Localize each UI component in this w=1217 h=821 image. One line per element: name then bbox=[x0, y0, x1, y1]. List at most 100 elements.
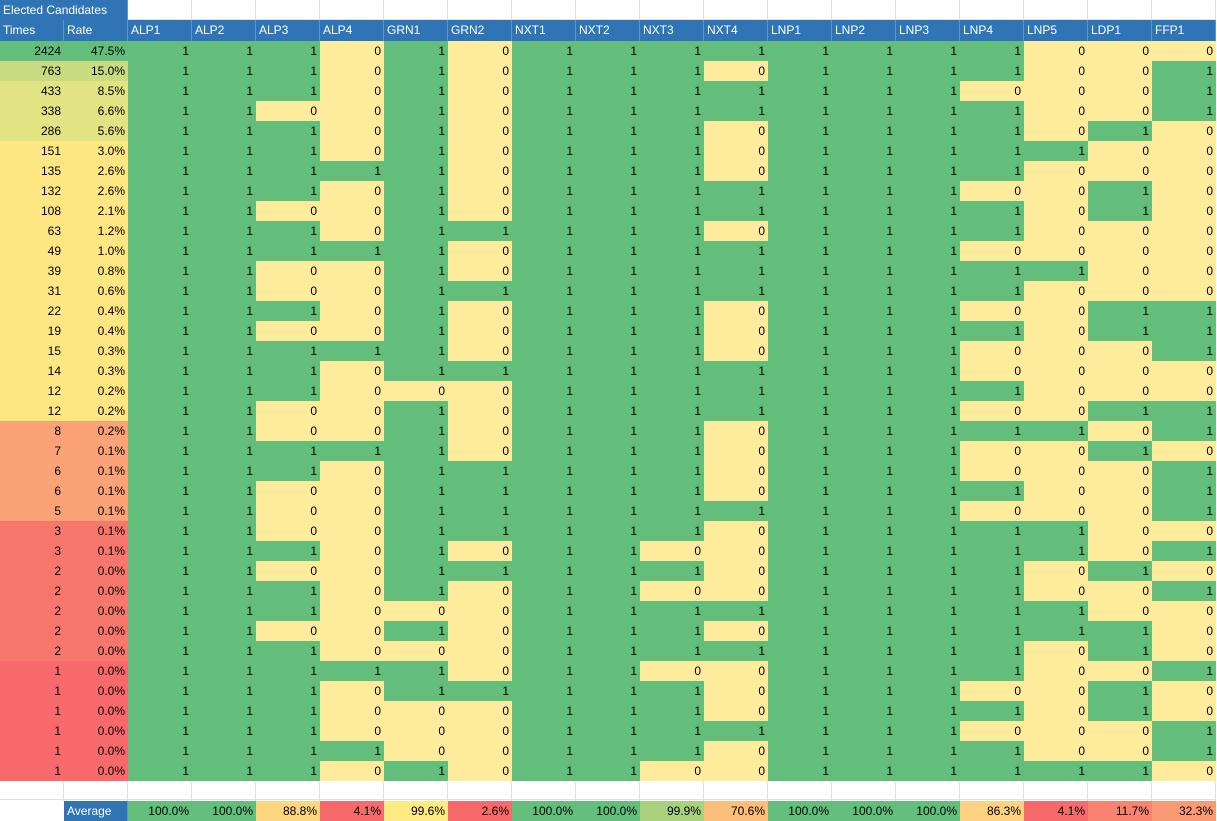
elected-cell: 1 bbox=[384, 181, 448, 201]
elected-cell: 1 bbox=[768, 641, 832, 661]
elected-cell: 1 bbox=[832, 301, 896, 321]
elected-cell: 0 bbox=[256, 101, 320, 121]
elected-cell: 0 bbox=[1152, 261, 1216, 281]
elected-cell: 1 bbox=[128, 161, 192, 181]
elected-cell: 1 bbox=[896, 321, 960, 341]
elected-cell: 0 bbox=[704, 321, 768, 341]
times-cell: 49 bbox=[0, 241, 64, 261]
elected-cell: 1 bbox=[384, 101, 448, 121]
elected-cell: 0 bbox=[1088, 341, 1152, 361]
elected-cell: 0 bbox=[1152, 121, 1216, 141]
elected-cell: 1 bbox=[192, 501, 256, 521]
elected-cell: 1 bbox=[576, 521, 640, 541]
elected-cell: 1 bbox=[768, 201, 832, 221]
elected-cell: 1 bbox=[832, 181, 896, 201]
elected-cell: 1 bbox=[256, 121, 320, 141]
elected-cell: 1 bbox=[256, 181, 320, 201]
elected-cell: 0 bbox=[320, 221, 384, 241]
elected-cell: 0 bbox=[448, 81, 512, 101]
elected-cell: 1 bbox=[768, 541, 832, 561]
elected-cell: 1 bbox=[896, 261, 960, 281]
elected-cell: 0 bbox=[256, 321, 320, 341]
elected-cell: 1 bbox=[128, 361, 192, 381]
elected-cell: 1 bbox=[512, 601, 576, 621]
elected-cell: 1 bbox=[960, 61, 1024, 81]
elected-cell: 1 bbox=[576, 681, 640, 701]
elected-cell: 1 bbox=[448, 361, 512, 381]
elected-cell: 0 bbox=[1152, 521, 1216, 541]
elected-cell: 1 bbox=[128, 181, 192, 201]
elected-cell: 1 bbox=[960, 521, 1024, 541]
elected-cell: 1 bbox=[896, 561, 960, 581]
elected-cell: 1 bbox=[832, 601, 896, 621]
elected-cell: 1 bbox=[768, 681, 832, 701]
elected-cell: 0 bbox=[704, 561, 768, 581]
times-cell: 39 bbox=[0, 261, 64, 281]
elected-cell: 1 bbox=[128, 201, 192, 221]
elected-cell: 1 bbox=[640, 301, 704, 321]
elected-cell: 0 bbox=[1024, 301, 1088, 321]
elected-cell: 1 bbox=[192, 761, 256, 781]
elected-cell: 1 bbox=[128, 521, 192, 541]
grid-cell bbox=[448, 0, 512, 20]
elected-cell: 1 bbox=[384, 321, 448, 341]
elected-cell: 1 bbox=[768, 581, 832, 601]
elected-cell: 1 bbox=[640, 681, 704, 701]
rate-cell: 15.0% bbox=[64, 61, 128, 81]
elected-cell: 1 bbox=[768, 481, 832, 501]
column-header: NXT3 bbox=[640, 20, 704, 41]
elected-cell: 1 bbox=[576, 101, 640, 121]
times-cell: 14 bbox=[0, 361, 64, 381]
elected-cell: 0 bbox=[448, 181, 512, 201]
elected-cell: 1 bbox=[512, 441, 576, 461]
elected-cell: 1 bbox=[192, 381, 256, 401]
elected-cell: 1 bbox=[384, 81, 448, 101]
grid-cell bbox=[64, 780, 128, 800]
elected-cell: 1 bbox=[640, 561, 704, 581]
elected-cell: 1 bbox=[512, 401, 576, 421]
elected-cell: 0 bbox=[384, 601, 448, 621]
elected-cell: 1 bbox=[832, 141, 896, 161]
average-label: Average bbox=[64, 801, 128, 821]
elected-cell: 0 bbox=[1024, 401, 1088, 421]
elected-cell: 1 bbox=[192, 721, 256, 741]
elected-cell: 1 bbox=[832, 761, 896, 781]
elected-cell: 1 bbox=[512, 101, 576, 121]
rate-cell: 0.1% bbox=[64, 501, 128, 521]
elected-cell: 1 bbox=[896, 341, 960, 361]
elected-cell: 1 bbox=[128, 501, 192, 521]
rate-cell: 6.6% bbox=[64, 101, 128, 121]
elected-cell: 1 bbox=[256, 241, 320, 261]
elected-cell: 0 bbox=[704, 541, 768, 561]
elected-cell: 0 bbox=[448, 441, 512, 461]
elected-cell: 0 bbox=[1088, 481, 1152, 501]
elected-cell: 0 bbox=[1152, 201, 1216, 221]
elected-cell: 1 bbox=[192, 221, 256, 241]
elected-cell: 0 bbox=[704, 661, 768, 681]
elected-cell: 1 bbox=[640, 501, 704, 521]
elected-cell: 0 bbox=[320, 601, 384, 621]
rate-cell: 5.6% bbox=[64, 121, 128, 141]
elected-cell: 1 bbox=[896, 701, 960, 721]
elected-cell: 0 bbox=[1152, 621, 1216, 641]
elected-cell: 0 bbox=[1152, 761, 1216, 781]
elected-cell: 0 bbox=[1088, 241, 1152, 261]
rate-cell: 0.2% bbox=[64, 401, 128, 421]
elected-cell: 1 bbox=[832, 241, 896, 261]
elected-cell: 1 bbox=[192, 601, 256, 621]
elected-cell: 1 bbox=[640, 281, 704, 301]
column-header: GRN2 bbox=[448, 20, 512, 41]
elected-cell: 1 bbox=[704, 261, 768, 281]
elected-cell: 1 bbox=[832, 661, 896, 681]
elected-cell: 1 bbox=[640, 421, 704, 441]
elected-cell: 0 bbox=[1088, 141, 1152, 161]
elected-cell: 1 bbox=[896, 541, 960, 561]
elected-cell: 1 bbox=[576, 701, 640, 721]
elected-cell: 0 bbox=[320, 141, 384, 161]
average-cell: 99.9% bbox=[640, 801, 704, 821]
elected-cell: 1 bbox=[960, 261, 1024, 281]
elected-cell: 1 bbox=[832, 561, 896, 581]
elected-cell: 1 bbox=[576, 221, 640, 241]
elected-cell: 0 bbox=[256, 621, 320, 641]
elected-cell: 1 bbox=[512, 501, 576, 521]
